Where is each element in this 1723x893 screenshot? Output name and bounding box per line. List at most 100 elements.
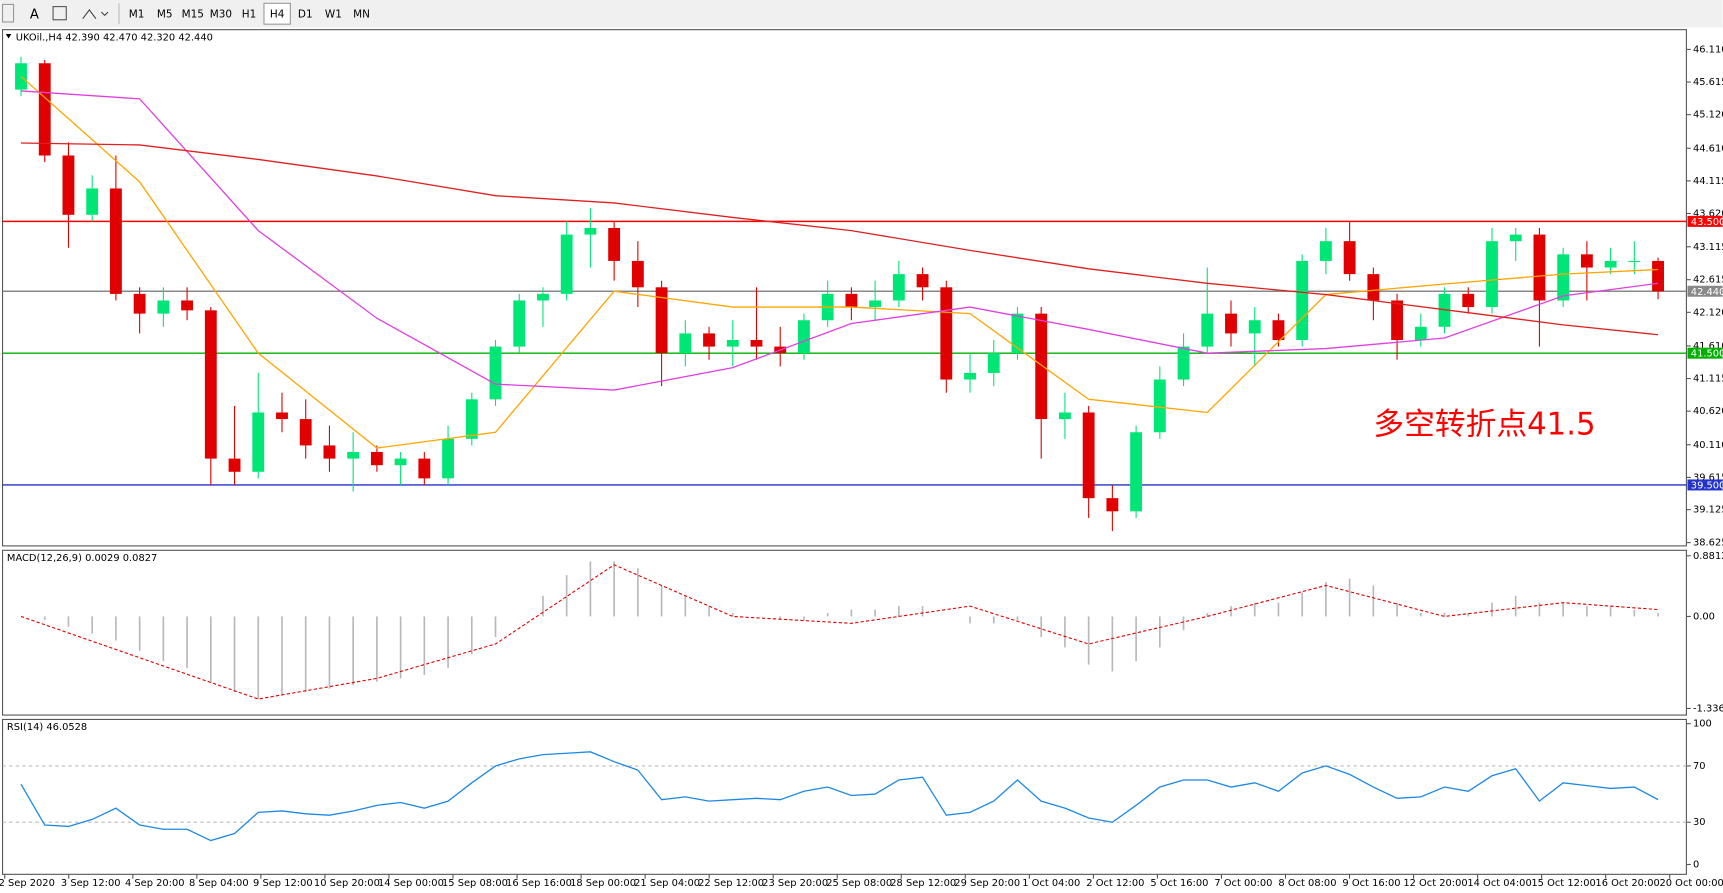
- candle-body: [1343, 241, 1356, 275]
- timeframe-button[interactable]: M5: [157, 8, 173, 20]
- candle-body: [252, 412, 265, 472]
- x-tick-label: 14 Sep 00:00: [378, 878, 444, 889]
- timeframe-button[interactable]: MN: [353, 8, 370, 20]
- candle-body: [1628, 260, 1641, 263]
- candle-body: [299, 419, 312, 446]
- candle-body: [1248, 320, 1261, 334]
- annotation: 多空转折点41.5: [1373, 407, 1595, 443]
- level-label: 42.440: [1691, 287, 1723, 298]
- candle-body: [608, 227, 621, 261]
- x-tick-label: 9 Sep 12:00: [253, 878, 313, 889]
- candle-body: [1391, 300, 1404, 340]
- x-tick-label: 8 Sep 04:00: [189, 878, 249, 889]
- level-tag: [1687, 347, 1723, 359]
- candle-body: [987, 353, 1000, 373]
- crosshair-icon[interactable]: [2, 3, 15, 23]
- x-tick-label: 4 Sep 20:00: [125, 878, 185, 889]
- x-tick-label: 15 Sep 08:00: [442, 878, 508, 889]
- x-tick-label: 3 Sep 12:00: [61, 878, 121, 889]
- candle-body: [1557, 254, 1570, 301]
- timeframe-button[interactable]: M1: [129, 8, 145, 20]
- x-tick-label: 23 Sep 20:00: [762, 878, 828, 889]
- y-tick-label: 43.115: [1693, 242, 1723, 253]
- y-tick-label: 45.120: [1693, 110, 1723, 121]
- y-tick-label: 46.110: [1693, 44, 1723, 55]
- timeframe-button[interactable]: D1: [298, 8, 313, 20]
- candle-body: [1153, 379, 1166, 433]
- candle-body: [489, 346, 502, 400]
- y-tick-label: 41.115: [1693, 374, 1723, 385]
- moving-average: [20, 75, 1659, 449]
- candle-body: [394, 458, 407, 466]
- candle-body: [940, 287, 953, 380]
- x-tick-label: 5 Oct 16:00: [1150, 878, 1208, 889]
- x-tick-label: 22 Sep 12:00: [698, 878, 764, 889]
- candle-body: [1296, 260, 1309, 340]
- signal-line: [20, 564, 1659, 700]
- candle-body: [1201, 313, 1214, 347]
- timeframe-button[interactable]: H1: [242, 8, 256, 20]
- candle-body: [276, 412, 288, 420]
- y-tick-label: 45.615: [1693, 77, 1723, 88]
- moving-average: [20, 90, 1659, 391]
- candle-body: [1130, 432, 1143, 512]
- x-tick-label: 8 Oct 08:00: [1278, 878, 1336, 889]
- timeframe-button[interactable]: M15: [182, 8, 204, 20]
- y-tick-label: 0.00: [1693, 611, 1715, 622]
- candle-body: [465, 399, 478, 439]
- shapes-tool[interactable]: [82, 8, 109, 20]
- candle-body: [1367, 274, 1380, 301]
- panel-title: MACD(12,26,9) 0.0029 0.0827: [7, 553, 157, 564]
- candle-body: [1272, 320, 1285, 340]
- timeframe-button[interactable]: M30: [210, 8, 232, 20]
- candle-body: [1580, 254, 1593, 268]
- menu-arrow: [5, 34, 12, 39]
- y-tick-label: 44.610: [1693, 143, 1723, 154]
- level-label: 43.500: [1691, 217, 1723, 228]
- candle-body: [1011, 313, 1024, 354]
- candle-body: [869, 300, 882, 308]
- panel-frame: [2, 29, 1687, 547]
- candle-body: [916, 274, 929, 288]
- rsi-line: [20, 751, 1659, 842]
- candle-body: [679, 333, 692, 354]
- candle-body: [726, 339, 739, 347]
- toolbar-bg: [0, 0, 1723, 28]
- candle-body: [798, 320, 810, 354]
- x-tick-label: 14 Oct 04:00: [1467, 878, 1531, 889]
- active-timeframe: [263, 2, 291, 25]
- timeframe-button[interactable]: H4: [270, 8, 285, 20]
- level-tag: [1687, 215, 1723, 227]
- x-tick-label: 29 Sep 20:00: [954, 878, 1020, 889]
- candle-body: [655, 287, 668, 354]
- candle-body: [38, 63, 51, 156]
- candle-body: [560, 234, 573, 294]
- x-tick-label: 7 Oct 00:00: [1214, 878, 1272, 889]
- y-tick-label: 42.615: [1693, 275, 1723, 286]
- label-tool[interactable]: [52, 6, 67, 21]
- y-tick-label: 40.110: [1693, 440, 1723, 451]
- toolbar: A M1 M5 M15 M30 H1 H4 D1 W1 MN: [0, 0, 1723, 28]
- y-tick-label: 42.120: [1693, 307, 1723, 318]
- x-tick-label: 16 Oct 20:00: [1595, 878, 1659, 889]
- panel-frame: [2, 718, 1687, 875]
- y-tick-label: 30: [1693, 817, 1706, 828]
- y-tick-label: 43.620: [1693, 208, 1723, 219]
- candle-body: [1082, 412, 1095, 499]
- x-tick-label: 16 Sep 16:00: [506, 878, 572, 889]
- level-tag: [1687, 479, 1723, 491]
- level-label: 39.500: [1691, 481, 1723, 492]
- candle-body: [1486, 241, 1498, 308]
- x-tick-label: 1 Oct 04:00: [1022, 878, 1080, 889]
- x-tick-label: 18 Sep 00:00: [570, 878, 636, 889]
- candle-body: [1652, 260, 1664, 292]
- candle-body: [1414, 326, 1427, 340]
- x-tick-label: 9 Oct 16:00: [1342, 878, 1400, 889]
- candle-body: [1058, 412, 1071, 420]
- candle-body: [347, 452, 360, 459]
- timeframe-button[interactable]: W1: [325, 8, 342, 20]
- text-tool[interactable]: A: [30, 7, 39, 22]
- x-tick-label: 12 Oct 20:00: [1403, 878, 1467, 889]
